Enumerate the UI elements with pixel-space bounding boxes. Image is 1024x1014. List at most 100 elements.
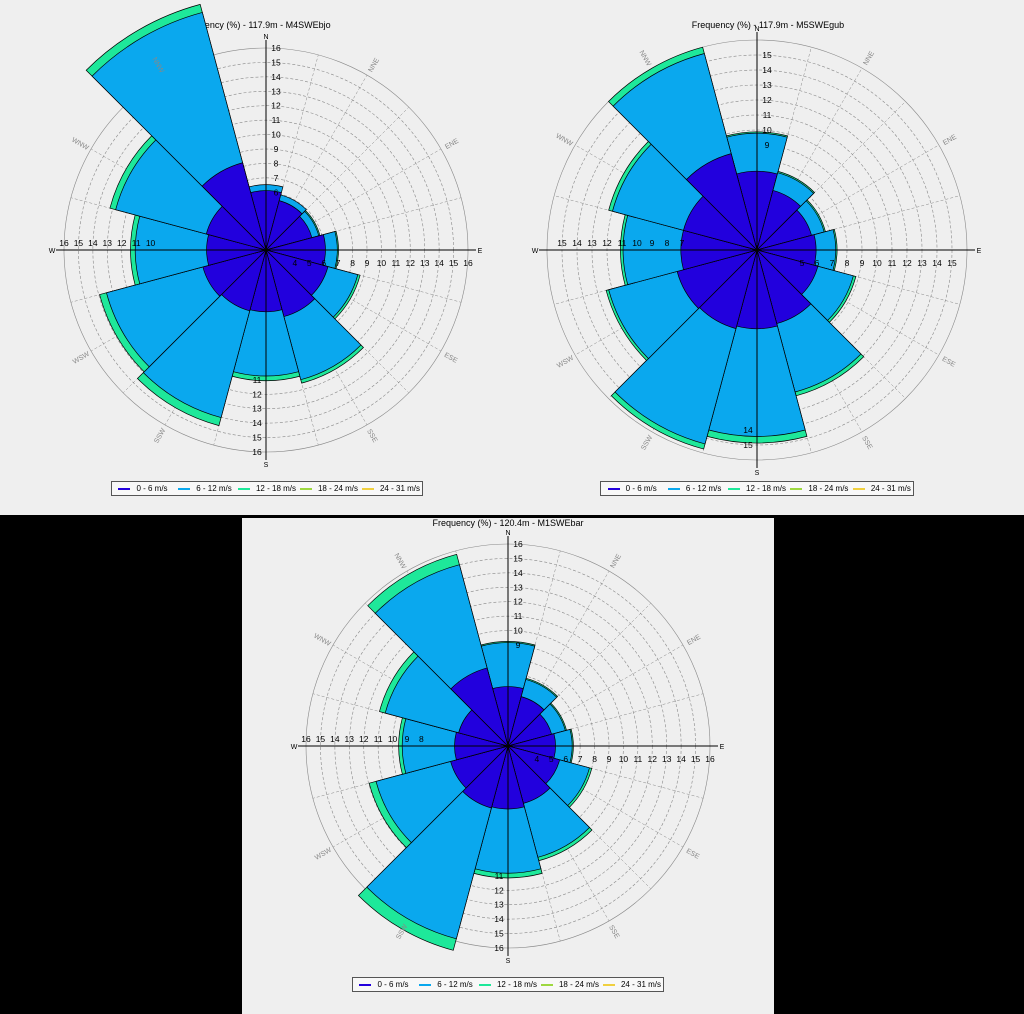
tick-label-north: 12 [271,101,281,111]
tick-label-north: 12 [762,95,772,105]
tick-label-south: 15 [494,929,504,939]
tick-label-west: 14 [572,238,582,248]
tick-label-west: 12 [359,734,369,744]
sectors [85,3,364,427]
tick-label-east: 4 [534,754,539,764]
tick-label-east: 7 [336,258,341,268]
tick-label-south: 16 [494,943,504,953]
legend-swatch-0 [607,487,620,490]
tick-label-west: 8 [665,238,670,248]
tick-label-south: 14 [743,425,753,435]
compass-label-sse: SSE [860,435,873,451]
compass-label-wnw: WNW [70,137,90,152]
tick-label-west: 10 [388,734,398,744]
compass-label-wnw: WNW [312,633,332,648]
legend-item-0: 0 - 6 m/s [601,484,663,493]
tick-label-west: 14 [88,238,98,248]
tick-label-north: 14 [271,72,281,82]
tick-label-north: 12 [513,597,523,607]
grid-spoke [507,570,610,747]
compass-label-e: E [977,248,982,255]
legend-item-0: 0 - 6 m/s [353,980,415,989]
tick-label-east: 6 [321,258,326,268]
legend: 0 - 6 m/s 6 - 12 m/s 12 - 18 m/s 18 - 24… [111,481,423,496]
compass-label-n: N [754,26,759,33]
compass-label-s: S [506,958,511,965]
tick-label-west: 16 [59,238,69,248]
tick-label-east: 7 [578,754,583,764]
tick-label-east: 10 [377,258,387,268]
tick-label-west: 15 [74,238,84,248]
tick-label-south: 15 [743,440,753,450]
tick-label-east: 16 [463,258,473,268]
compass-label-nnw: NNW [392,552,407,570]
tick-label-south: 13 [494,900,504,910]
legend-item-4: 24 - 31 m/s [360,484,422,493]
grid-spoke [507,602,652,747]
grid-spoke [265,106,410,251]
compass-label-n: N [263,34,268,41]
legend-swatch-2 [728,487,740,490]
tick-label-west: 12 [117,238,127,248]
legend-item-2: 12 - 18 m/s [726,484,788,493]
compass-label-wsw: WSW [314,847,333,862]
tick-label-east: 14 [676,754,686,764]
legend-item-0: 0 - 6 m/s [112,484,174,493]
legend-swatch-0 [359,983,372,986]
grid-spoke [507,745,704,799]
legend-item-4: 24 - 31 m/s [601,980,663,989]
tick-label-west: 10 [146,238,156,248]
tick-label-north: 15 [762,50,772,60]
tick-label-east: 6 [815,258,820,268]
tick-label-north: 14 [762,65,772,75]
sectors [357,553,593,951]
tick-label-east: 6 [563,754,568,764]
tick-label-east: 8 [350,258,355,268]
compass-label-ese: ESE [941,356,957,369]
grid-spoke [265,148,442,251]
legend-swatch-4 [852,487,865,490]
compass-label-w: W [49,248,56,255]
tick-label-north: 7 [274,173,279,183]
legend-swatch-4 [361,487,374,490]
legend: 0 - 6 m/s 6 - 12 m/s 12 - 18 m/s 18 - 24… [352,977,664,992]
tick-label-east: 7 [830,258,835,268]
compass-label-ene: ENE [686,634,702,647]
tick-label-east: 5 [549,754,554,764]
axes [539,32,975,468]
tick-label-east: 8 [592,754,597,764]
tick-label-south: 11 [495,871,504,881]
compass-label-ene: ENE [942,134,958,147]
tick-label-north: 10 [762,125,772,135]
tick-label-east: 5 [800,258,805,268]
compass-label-ene: ENE [444,138,460,151]
tick-label-south: 14 [494,914,504,924]
legend-swatch-3 [540,983,553,986]
tick-label-south: 15 [252,433,262,443]
tick-label-east: 4 [292,258,297,268]
tick-label-north: 10 [513,626,523,636]
compass-label-nne: NNE [610,553,624,570]
tick-label-west: 9 [650,238,655,248]
tick-label-east: 13 [420,258,430,268]
tick-label-north: 11 [763,110,772,120]
tick-label-west: 11 [618,238,627,248]
tick-label-east: 13 [917,258,927,268]
grid-spoke [265,74,368,251]
tick-label-west: 7 [680,238,685,248]
compass-label-s: S [264,462,269,469]
tick-label-west: 10 [632,238,642,248]
tick-label-north: 15 [271,57,281,67]
tick-label-east: 15 [947,258,957,268]
legend-swatch-1 [667,487,680,490]
tick-label-north: 8 [274,158,279,168]
compass-label-ese: ESE [685,848,701,861]
legend-item-3: 18 - 24 m/s [539,980,601,989]
tick-label-west: 11 [132,238,141,248]
tick-label-west: 8 [419,734,424,744]
tick-label-east: 9 [607,754,612,764]
